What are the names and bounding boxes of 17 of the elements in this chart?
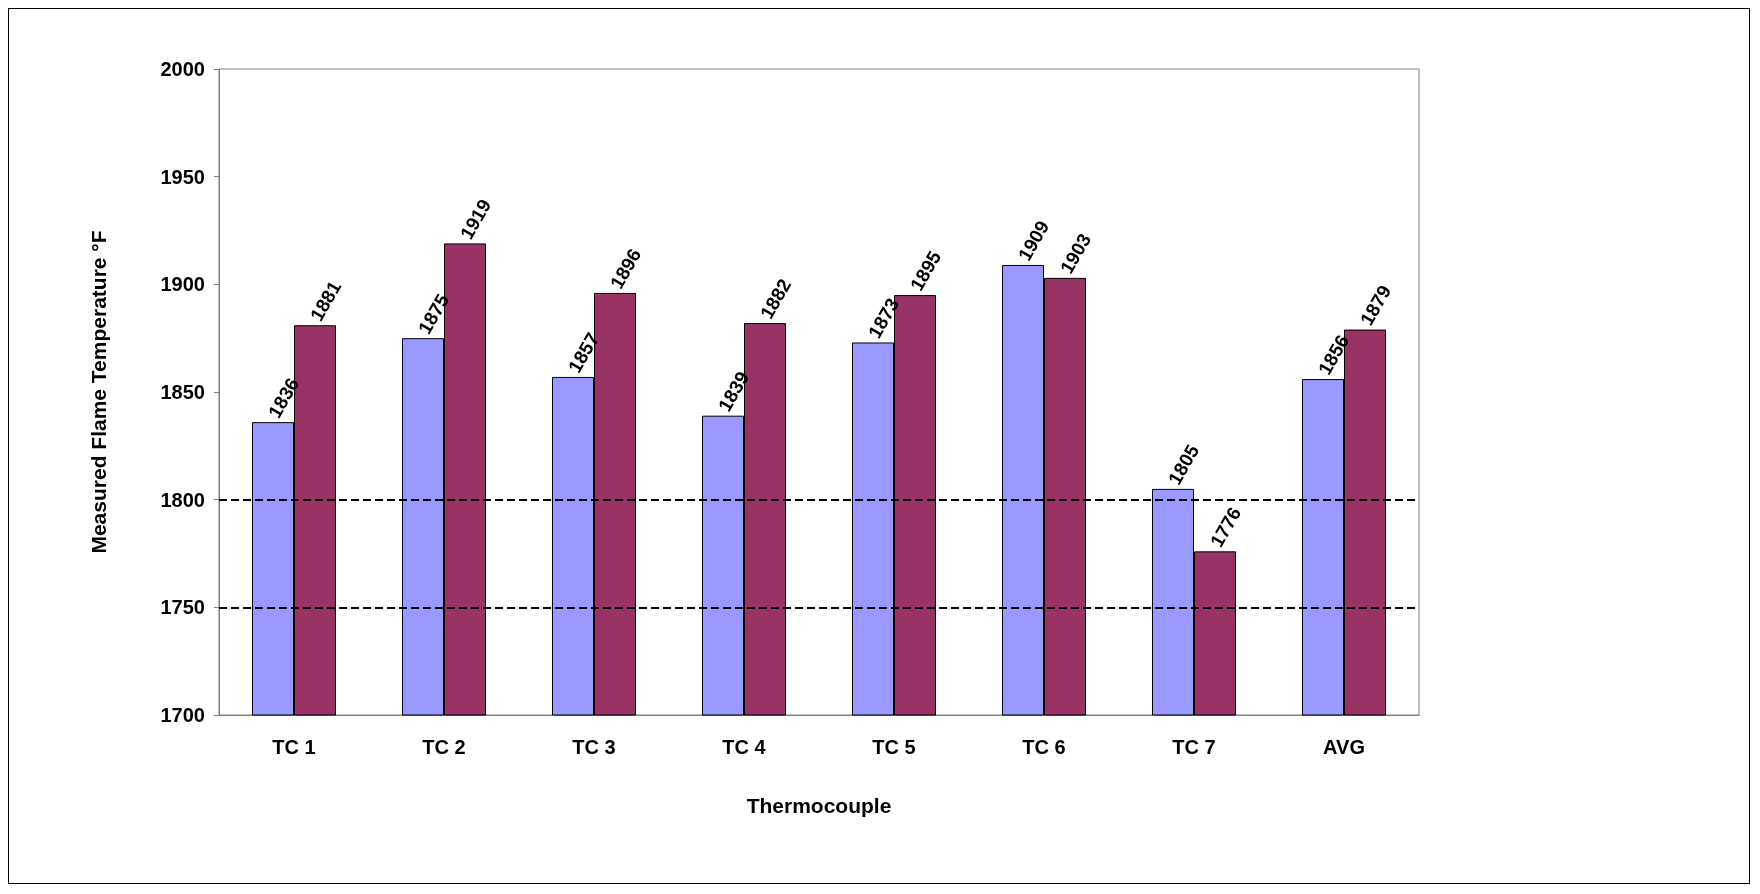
y-tick-label: 1850 [160,381,205,403]
y-tick-label: 1900 [160,273,205,296]
y-tick-label: 1750 [160,596,205,619]
x-tick-label: TC 7 [1172,736,1216,758]
x-tick-label: TC 5 [872,736,916,758]
x-tick-label: TC 3 [572,736,616,758]
y-tick-label: 1800 [160,488,205,511]
y-tick-label: 1950 [160,165,205,188]
x-tick-label: TC 2 [422,736,466,758]
x-tick-label: TC 1 [272,736,316,758]
x-tick-label: TC 4 [722,736,767,758]
x-tick-label: AVG [1323,736,1365,758]
y-tick-label: 1700 [160,704,205,726]
x-axis-title: Thermocouple [746,794,892,817]
x-tick-label: TC 6 [1022,736,1066,758]
y-tick-label: 2000 [160,58,205,80]
y-axis-title: Measured Flame Temperature °F [87,230,110,554]
